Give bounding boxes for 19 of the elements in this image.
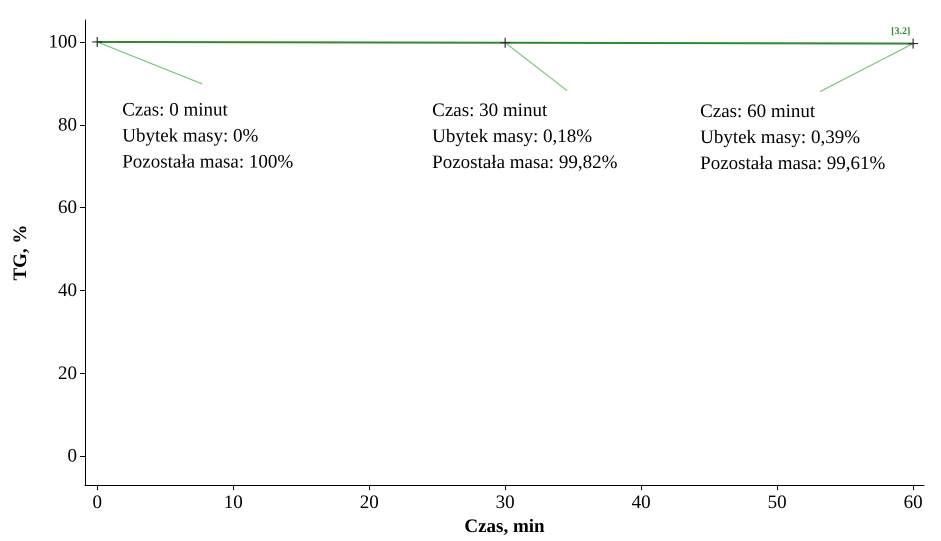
annotation: [3.2] [891, 26, 910, 38]
x-axis-title: Czas, min [464, 516, 546, 537]
x-tick-label: 50 [768, 492, 787, 514]
x-tick-label: 20 [360, 492, 379, 514]
x-tick-label: 30 [496, 492, 515, 514]
annotation: Czas: 60 minut Ubytek masy: 0,39% Pozostała masa: 99,61% [700, 101, 886, 174]
y-axis-title: TG, % [10, 224, 31, 281]
y-tick-label: 60 [58, 197, 77, 218]
y-tick-label: 20 [58, 362, 77, 384]
x-tick-label: 40 [632, 492, 651, 514]
y-tick-label: 80 [58, 114, 77, 136]
x-tick-label: 0 [92, 492, 102, 514]
y-tick-label: 0 [68, 446, 77, 467]
annotation: Czas: 0 minut Ubytek masy: 0% Pozostała masa: 100% [122, 99, 294, 172]
y-tick-label: 40 [58, 280, 77, 301]
x-tick-label: 60 [904, 492, 923, 514]
x-tick-label: 10 [224, 492, 243, 514]
y-tick-label: 100 [48, 31, 77, 52]
annotation: Czas: 30 minut Ubytek masy: 0,18% Pozostała masa: 99,82% [432, 100, 618, 174]
